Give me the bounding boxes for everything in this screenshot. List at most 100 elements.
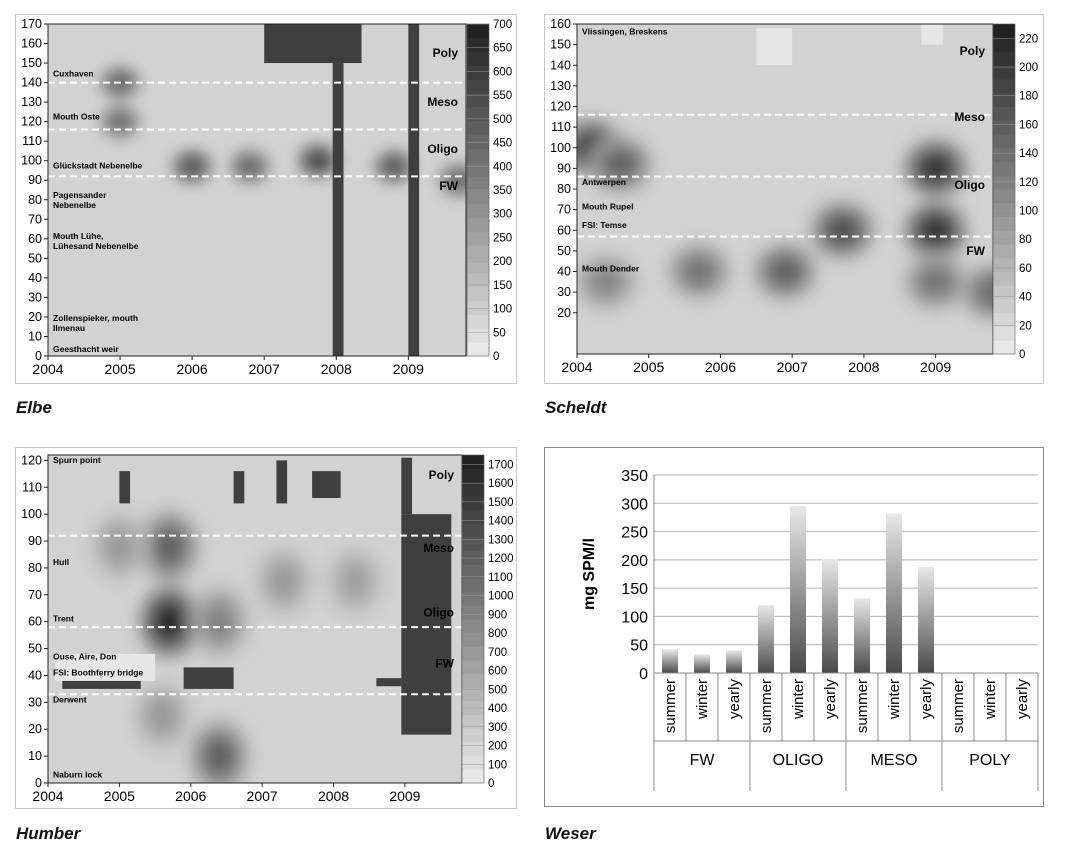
- y-tick-label: 90: [28, 534, 42, 548]
- colorbar-tick-label: 200: [1019, 62, 1038, 74]
- colorbar-segment: [462, 742, 484, 757]
- station-label: Mouth Oste: [53, 112, 100, 122]
- colorbar-segment: [467, 231, 489, 246]
- station-label-line: Hull: [53, 557, 69, 567]
- heat-spot: [144, 693, 181, 738]
- category-label: summer: [758, 679, 775, 733]
- y-tick-label: 70: [28, 212, 42, 226]
- data-gap-block: [276, 460, 288, 504]
- y-tick-label: 130: [21, 95, 42, 109]
- x-tick-label: 2007: [777, 359, 808, 375]
- colorbar-segment: [462, 619, 484, 634]
- y-tick-label: 110: [551, 120, 571, 134]
- colorbar-tick-label: 900: [488, 609, 507, 621]
- colorbar-segment: [993, 24, 1015, 39]
- colorbar-tick-label: 160: [1019, 119, 1038, 131]
- heat-spot: [265, 559, 302, 604]
- colorbar-segment: [993, 134, 1015, 149]
- x-tick-label: 2008: [321, 361, 352, 377]
- x-tick-label: 2005: [104, 361, 135, 377]
- station-label-line: Mouth Oste: [53, 112, 100, 122]
- colorbar-segment: [993, 202, 1015, 217]
- category-label: yearly: [1014, 679, 1031, 720]
- colorbar-segment: [993, 216, 1015, 231]
- colorbar-tick-label: 1400: [488, 516, 514, 528]
- colorbar-tick-label: 250: [493, 232, 512, 244]
- y-tick-label: 70: [28, 588, 42, 602]
- data-gap-block: [183, 667, 234, 689]
- colorbar-segment: [462, 632, 484, 647]
- y-tick-label: 30: [28, 290, 42, 304]
- colorbar-tick-label: 0: [1019, 349, 1025, 361]
- station-label: Geesthacht weir: [53, 344, 119, 354]
- colorbar-tick-label: 220: [1019, 33, 1038, 45]
- bar: [726, 650, 742, 673]
- colorbar-segment: [462, 482, 484, 497]
- heat-spot: [915, 150, 956, 187]
- station-label: Glückstadt Nebenelbe: [53, 161, 143, 171]
- colorbar-segment: [467, 37, 489, 53]
- category-label: summer: [662, 679, 679, 733]
- heat-spot: [822, 212, 863, 249]
- colorbar-segment: [993, 175, 1015, 190]
- colorbar-tick-label: 500: [488, 684, 507, 696]
- x-tick-label: 2009: [393, 361, 424, 377]
- x-tick-label: 2006: [175, 788, 206, 804]
- station-label-line: FSI: Temse: [582, 220, 627, 230]
- category-label: winter: [694, 679, 711, 720]
- colorbar-segment: [993, 312, 1015, 327]
- colorbar-segment: [467, 286, 489, 302]
- colorbar-tick-label: 650: [493, 43, 512, 55]
- heat-spot: [235, 154, 264, 179]
- y-tick-label: 160: [550, 17, 571, 31]
- category-label: summer: [950, 679, 967, 733]
- colorbar-segment: [993, 326, 1015, 341]
- colorbar-tick-label: 0: [493, 351, 499, 363]
- y-tick-label: 90: [557, 161, 571, 175]
- colorbar-segment: [462, 646, 484, 661]
- y-tick-label: 20: [28, 310, 42, 324]
- x-tick-label: 2005: [633, 359, 664, 375]
- colorbar-segment: [467, 162, 489, 177]
- data-gap-block: [62, 680, 141, 689]
- x-tick-label: 2009: [389, 788, 420, 804]
- y-tick-label: 40: [28, 668, 42, 682]
- heat-spot: [765, 253, 805, 290]
- colorbar-tick-label: 1500: [488, 497, 514, 509]
- y-tick-label: 150: [550, 38, 571, 52]
- weser-caption: Weser: [545, 824, 596, 843]
- colorbar-tick-label: 1000: [488, 591, 514, 603]
- station-label: Mouth Lühe, Lühesand Nebenelbe: [53, 231, 139, 251]
- x-tick-label: 2008: [848, 359, 879, 375]
- heat-spot: [915, 212, 956, 249]
- y-tick-label: 120: [21, 115, 42, 129]
- y-tick-label: 200: [621, 553, 648, 570]
- y-tick-label: 50: [630, 638, 648, 655]
- colorbar-tick-label: 1200: [488, 553, 514, 565]
- y-tick-label: 20: [557, 306, 571, 320]
- station-label: Naburn lock: [53, 770, 102, 780]
- colorbar-segment: [462, 509, 484, 524]
- data-gap-block: [401, 457, 413, 515]
- heat-spot: [444, 168, 466, 193]
- colorbar-tick-label: 600: [493, 66, 512, 78]
- x-tick-label: 2006: [177, 361, 208, 377]
- colorbar-tick-label: 600: [488, 666, 507, 678]
- zone-label: FW: [966, 244, 985, 258]
- station-label-line: Pagensander: [53, 190, 107, 200]
- station-label-line: Naburn lock: [53, 770, 102, 780]
- category-label: winter: [886, 679, 903, 720]
- colorbar-segment: [467, 245, 489, 260]
- colorbar-tick-label: 40: [1019, 292, 1032, 304]
- scheldt-heatmap: Poly Meso Oligo FW Vlissingen, Breskens Antwe…: [550, 17, 1038, 375]
- colorbar-segment: [993, 271, 1015, 286]
- colorbar-tick-label: 100: [488, 759, 507, 771]
- station-label-line: Nebenelbe: [53, 200, 96, 210]
- category-label: winter: [982, 679, 999, 720]
- x-tick-label: 2004: [32, 788, 63, 804]
- y-tick-label: 10: [28, 749, 42, 763]
- colorbar-tick-label: 20: [1019, 320, 1032, 332]
- heat-spot: [151, 524, 188, 569]
- colorbar-tick-label: 700: [493, 19, 512, 31]
- y-tick-label: 140: [21, 76, 42, 90]
